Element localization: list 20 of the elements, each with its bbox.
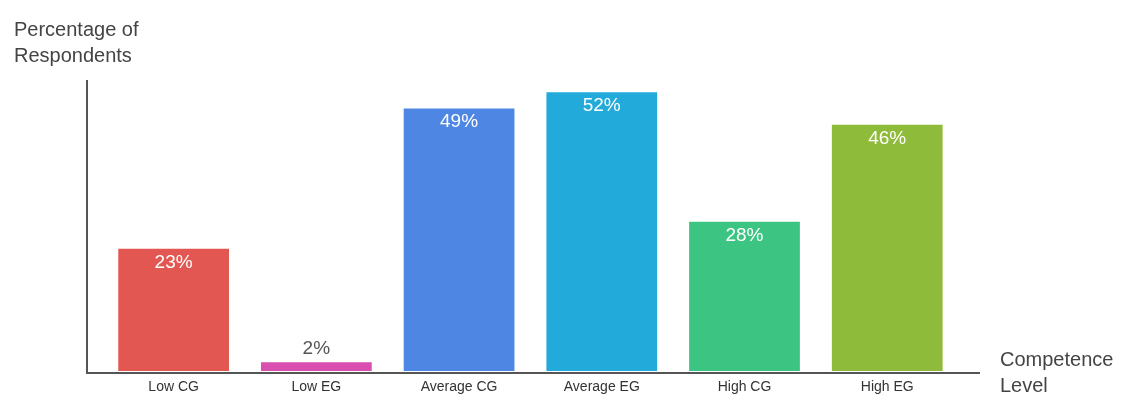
data-label: 52% (582, 94, 621, 116)
x-tick-label: Low CG (148, 377, 199, 394)
x-axis-title: Competence Level (1000, 348, 1114, 396)
x-tick-label: Average EG (563, 377, 640, 394)
data-label: 28% (725, 223, 764, 245)
bar (687, 219, 802, 372)
bar (829, 122, 945, 372)
x-tick-label: Average CG (420, 377, 498, 394)
data-label: 2% (302, 337, 331, 359)
data-label: 46% (868, 126, 907, 148)
x-tick-label: High CG (717, 377, 772, 394)
data-label: 49% (440, 110, 479, 132)
x-tick-label: Low EG (291, 377, 342, 394)
data-label: 23% (154, 250, 193, 272)
x-tick-label: High EG (860, 377, 914, 394)
bar (258, 360, 374, 372)
bar (401, 106, 517, 372)
y-axis-title: Percentage of Respondents (14, 18, 139, 66)
bar (544, 90, 660, 372)
bar (116, 246, 232, 372)
